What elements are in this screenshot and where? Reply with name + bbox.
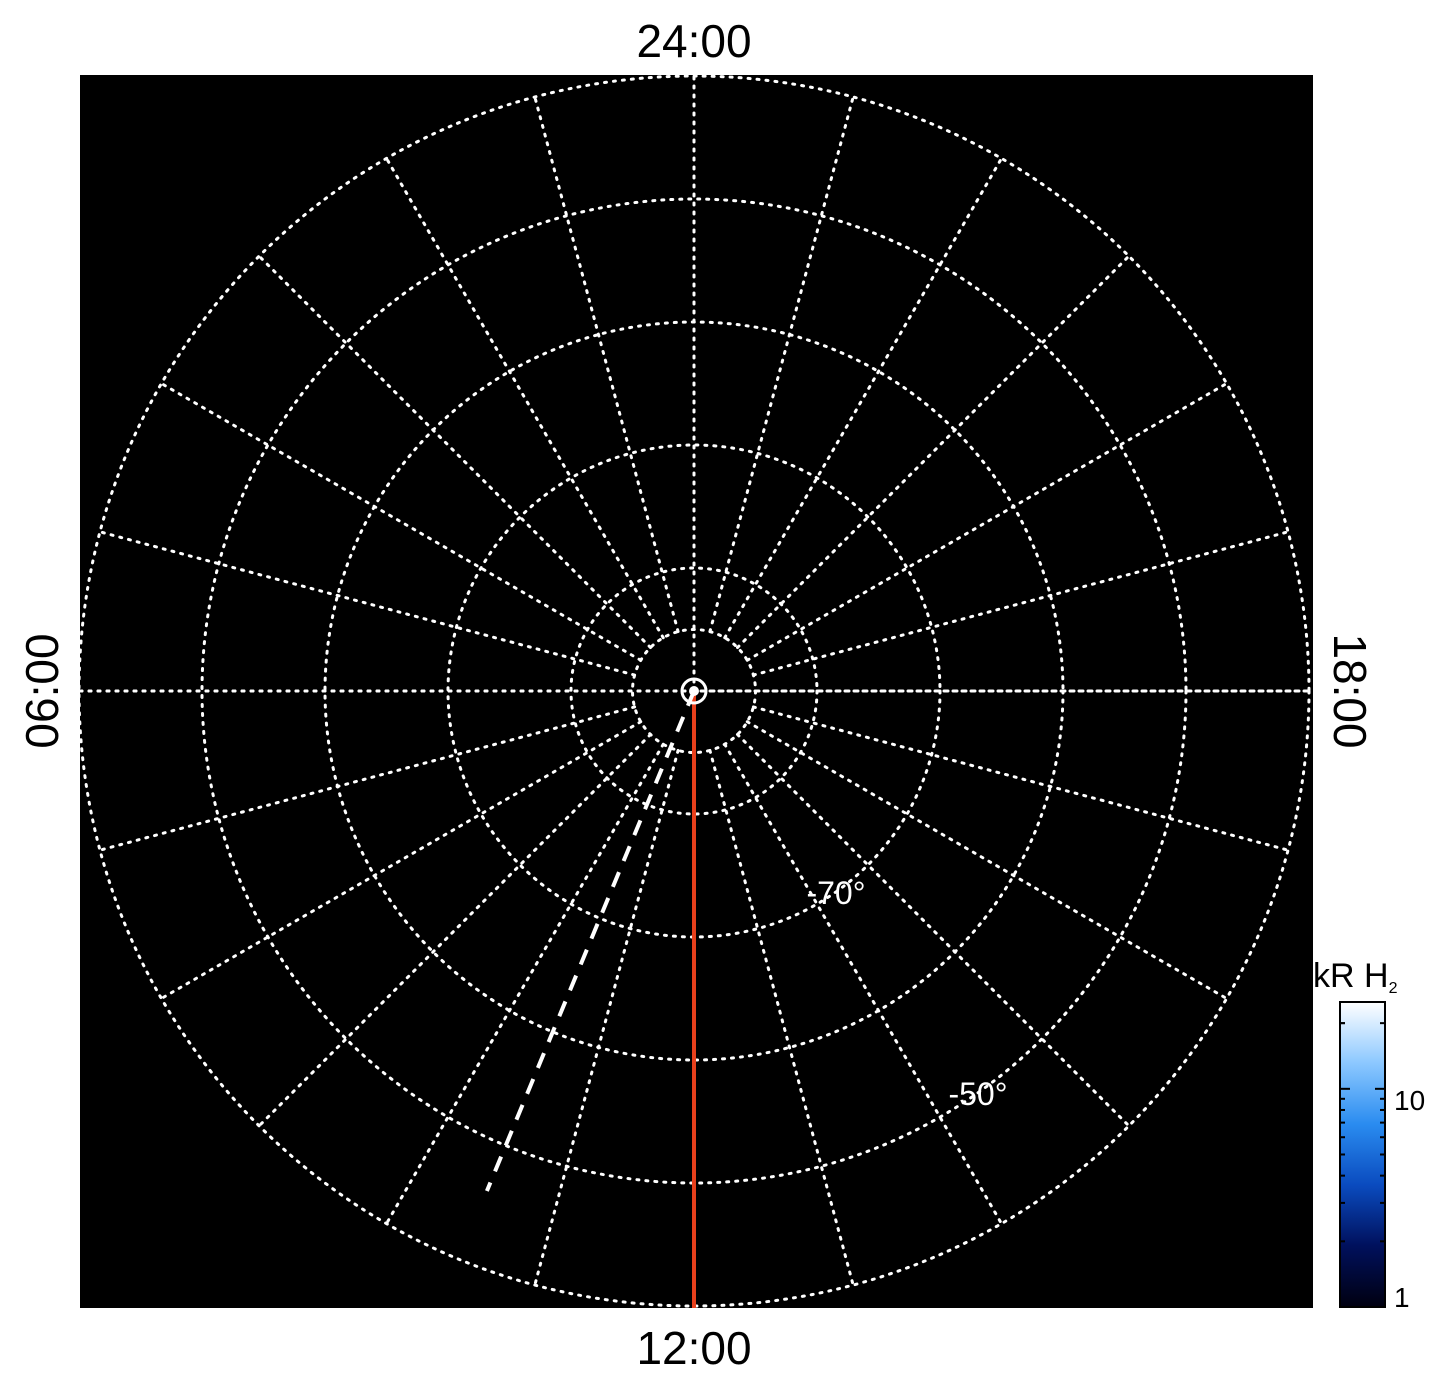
local-time-label-bottom: 12:00 [636, 1322, 751, 1374]
local-time-label-right: 18:00 [1324, 633, 1376, 748]
local-time-gridline [257, 254, 653, 650]
latitude-label-50: -50° [948, 1076, 1007, 1112]
local-time-gridline [98, 705, 637, 852]
local-time-gridline [735, 254, 1131, 650]
local-time-gridline [257, 732, 653, 1128]
local-time-gridline [708, 95, 855, 634]
latitude-label-70: -70° [806, 875, 865, 911]
colorbar-title-subscript: 2 [1389, 980, 1398, 997]
local-time-gridline [745, 720, 1229, 1000]
overlay-lines [485, 690, 696, 1308]
local-time-gridline [723, 742, 1003, 1226]
colorbar-gradient [1339, 1001, 1386, 1308]
local-time-gridline [745, 382, 1229, 662]
local-time-label-left: 06:00 [16, 633, 68, 748]
local-time-gridline [385, 742, 665, 1226]
local-time-gridline [385, 156, 665, 640]
dashed-overlay-line [485, 690, 696, 1192]
pole-marker [680, 677, 708, 705]
polar-grid [80, 75, 1313, 1308]
local-time-gridline [751, 530, 1290, 677]
local-time-gridline [159, 720, 643, 1000]
local-time-gridline [98, 530, 637, 677]
colorbar-tick-label-1: 1 [1394, 1282, 1410, 1313]
local-time-gridline [159, 382, 643, 662]
local-time-gridline [533, 748, 680, 1287]
local-time-label-top: 24:00 [636, 15, 751, 67]
colorbar-title: kR H2 [1313, 957, 1398, 997]
local-time-gridline [533, 95, 680, 634]
local-time-gridline [735, 732, 1131, 1128]
local-time-gridline [708, 748, 855, 1287]
colorbar-ticks [1340, 1001, 1385, 1308]
local-time-gridline [723, 156, 1003, 640]
colorbar: kR H2 1 10 [1313, 957, 1425, 1313]
colorbar-tick-label-10: 10 [1394, 1085, 1425, 1116]
local-time-gridline [751, 705, 1290, 852]
